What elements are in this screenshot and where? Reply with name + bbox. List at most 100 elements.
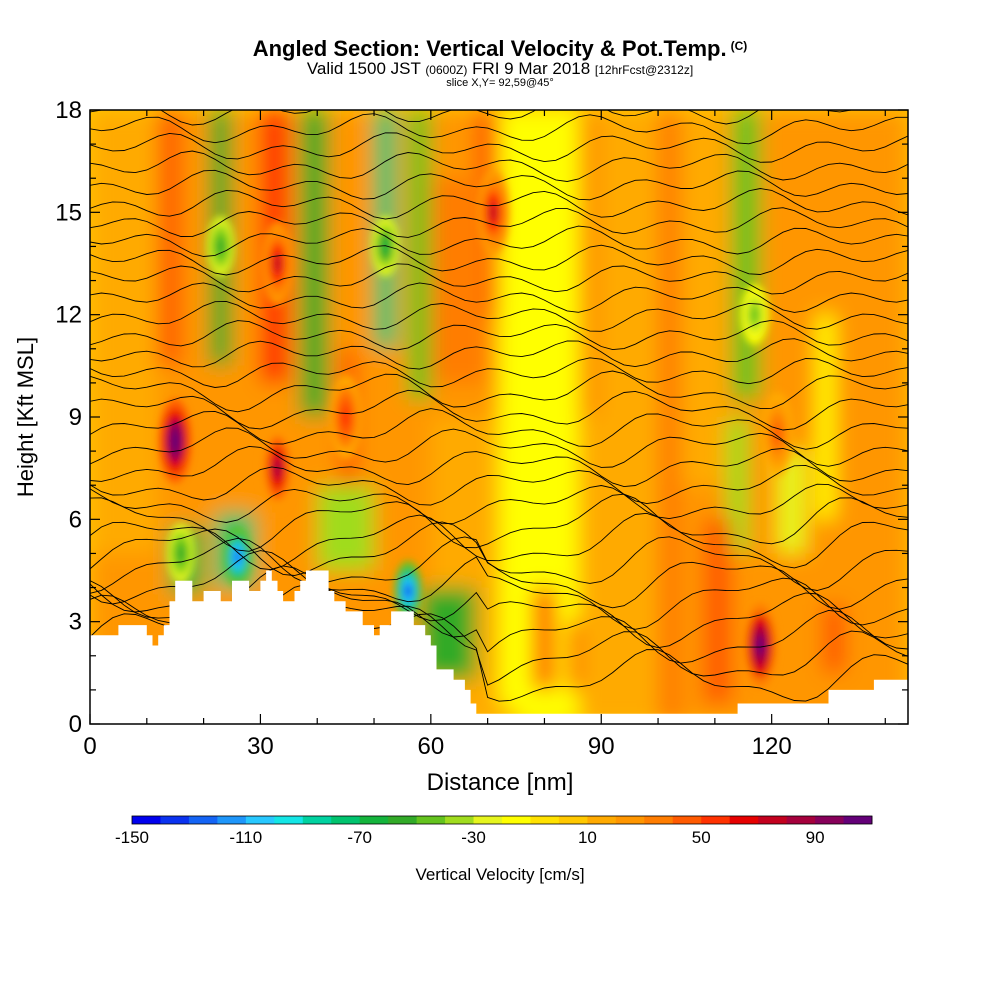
colorbar-swatch xyxy=(644,816,674,824)
y-tick-label: 15 xyxy=(55,199,82,226)
colorbar-label: Vertical Velocity [cm/s] xyxy=(415,865,584,884)
colorbar-swatch xyxy=(188,816,218,824)
colorbar-tick-label: 90 xyxy=(806,828,825,847)
downdraft-core xyxy=(751,307,759,323)
colorbar-swatch xyxy=(701,816,731,824)
isentrope-line xyxy=(90,464,908,506)
chart-title: Angled Section: Vertical Velocity & Pot.… xyxy=(0,36,1000,62)
isentrope-line xyxy=(90,244,908,276)
isentrope-line xyxy=(90,357,908,388)
y-tick-label: 12 xyxy=(55,302,82,329)
colorbar-swatch xyxy=(758,816,788,824)
isentrope-line xyxy=(90,550,908,630)
isentrope-line xyxy=(90,338,908,370)
velocity-band xyxy=(300,110,329,417)
colorbar-swatch xyxy=(160,816,190,824)
colorbar-tick-label: -150 xyxy=(115,828,149,847)
x-tick-label: 0 xyxy=(83,733,96,760)
updraft-core xyxy=(489,201,498,223)
downdraft-core xyxy=(234,549,242,565)
terrain xyxy=(90,570,908,724)
isentrope-line xyxy=(90,427,908,468)
y-tick-label: 3 xyxy=(69,609,82,636)
valid-utc: (0600Z) xyxy=(425,63,468,77)
colorbar-swatch xyxy=(416,816,446,824)
colorbar-swatch xyxy=(786,816,816,824)
isentrope-line xyxy=(90,319,908,351)
isentrope-line xyxy=(90,483,908,525)
isentrope-line xyxy=(90,132,908,163)
velocity-band xyxy=(408,110,431,400)
colorbar-swatch xyxy=(217,816,247,824)
isentrope-line xyxy=(90,521,908,591)
chart-title-text: Angled Section: Vertical Velocity & Pot.… xyxy=(252,36,727,61)
velocity-band xyxy=(822,604,846,673)
colorbar-tick-label: -30 xyxy=(461,828,486,847)
isentrope-line xyxy=(90,110,853,126)
valid-time: Valid 1500 JST xyxy=(306,59,421,78)
isentrope-line xyxy=(90,263,908,295)
colorbar-swatch xyxy=(388,816,418,824)
plot-area xyxy=(90,110,908,724)
colorbar-swatch xyxy=(132,816,161,824)
isentrope-line xyxy=(90,207,908,238)
isentrope-line xyxy=(90,169,908,201)
colorbar-swatch xyxy=(359,816,389,824)
downdraft-core xyxy=(177,545,185,561)
colorbar-swatch xyxy=(558,816,588,824)
velocity-band xyxy=(158,110,181,366)
isentrope-line xyxy=(90,512,908,571)
chart-title-mark: (C) xyxy=(730,39,748,53)
colorbar-swatch xyxy=(245,816,275,824)
updraft-core xyxy=(273,457,282,479)
x-axis-label: Distance [nm] xyxy=(427,769,574,796)
velocity-band xyxy=(567,621,579,690)
colorbar-swatch xyxy=(302,816,332,824)
colorbar-swatch xyxy=(530,816,560,824)
isentrope-line xyxy=(90,536,908,610)
x-tick-label: 120 xyxy=(752,733,792,760)
x-tick-label: 30 xyxy=(247,733,274,760)
updraft-core xyxy=(756,635,765,656)
downdraft-core xyxy=(217,238,225,254)
y-tick-label: 9 xyxy=(69,404,82,431)
x-tick-label: 90 xyxy=(588,733,615,760)
isentrope-line xyxy=(90,300,908,332)
chart-subtitle: Valid 1500 JST (0600Z) FRI 9 Mar 2018 [1… xyxy=(0,59,1000,79)
y-tick-label: 6 xyxy=(69,506,82,533)
colorbar-swatch xyxy=(502,816,531,824)
isentrope-line xyxy=(90,389,908,431)
velocity-band xyxy=(533,587,556,690)
colorbar-swatch xyxy=(843,816,873,824)
y-tick-label: 18 xyxy=(55,97,82,124)
isentrope-line xyxy=(90,445,908,488)
colorbar-swatch xyxy=(615,816,645,824)
velocity-band xyxy=(317,485,374,571)
colorbar-swatch xyxy=(729,816,759,824)
colorbar-swatch xyxy=(815,816,844,824)
colorbar-frame xyxy=(131,815,873,825)
isentrope-line xyxy=(90,493,908,552)
colorbar-swatch xyxy=(587,816,617,824)
colorbar-tick-label: 50 xyxy=(692,828,711,847)
colorbar-swatch xyxy=(274,816,304,824)
y-axis-label: Height [Kft MSL] xyxy=(13,337,38,497)
isentrope-line xyxy=(90,225,908,257)
slice-label: slice X,Y= 92,59@45° xyxy=(446,77,554,89)
colorbar-tick-label: -70 xyxy=(347,828,372,847)
x-tick-label: 60 xyxy=(417,733,444,760)
velocity-band xyxy=(731,110,761,400)
velocity-cores xyxy=(159,170,794,688)
isentrope-line xyxy=(90,282,908,313)
updraft-core xyxy=(341,406,350,428)
velocity-band xyxy=(90,110,159,554)
colorbar-swatch xyxy=(331,816,361,824)
isentrope-line xyxy=(90,370,908,413)
downdraft-core xyxy=(381,238,389,254)
y-tick-label: 0 xyxy=(69,711,82,738)
forecast-label: [12hrFcst@2312z] xyxy=(594,63,694,77)
isentrope-line xyxy=(90,113,908,145)
isentrope-line xyxy=(90,150,908,182)
downdraft-core xyxy=(404,583,412,599)
